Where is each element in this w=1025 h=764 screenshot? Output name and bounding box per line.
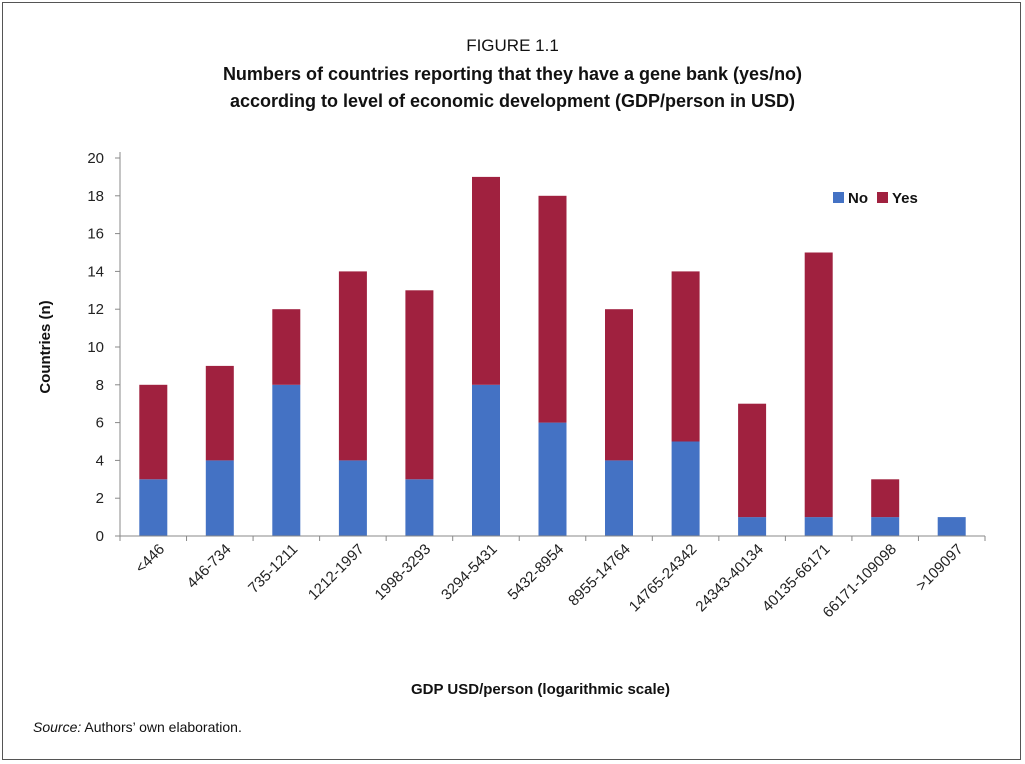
x-axis-title: GDP USD/person (logarithmic scale)	[411, 681, 670, 698]
y-tick-label-2: 4	[96, 452, 104, 469]
legend-label-no: No	[848, 190, 868, 207]
bars-group	[139, 176, 966, 536]
bar-yes-11	[871, 479, 900, 518]
y-tick-label-7: 14	[87, 263, 104, 280]
y-tick-label-8: 16	[87, 226, 104, 243]
bar-yes-9	[738, 403, 767, 518]
bar-yes-3	[338, 271, 367, 461]
legend-swatch-no	[833, 192, 844, 203]
bar-no-9	[738, 517, 767, 536]
y-tick-label-3: 6	[96, 415, 104, 432]
x-tick-label-10: 40135-66171	[759, 541, 834, 616]
bar-no-1	[205, 460, 234, 536]
bar-yes-8	[671, 271, 700, 442]
y-tick-label-1: 2	[96, 490, 104, 507]
bar-yes-6	[538, 195, 567, 423]
legend: No Yes	[833, 190, 918, 207]
source-note: Source: Authors’ own elaboration.	[33, 719, 242, 735]
y-tick-label-5: 10	[87, 339, 104, 356]
bar-no-10	[804, 517, 833, 536]
bar-no-12	[937, 517, 966, 536]
source-text: Authors’ own elaboration.	[81, 719, 242, 735]
y-tick-label-10: 20	[87, 150, 104, 167]
bar-yes-1	[205, 365, 234, 461]
y-tick-label-6: 12	[87, 301, 104, 318]
x-tick-label-12: >109097	[913, 541, 967, 595]
x-tick-label-0: <446	[132, 541, 168, 577]
bar-yes-0	[139, 384, 168, 480]
x-tick-label-6: 5432-8954	[505, 541, 568, 604]
chart-title-line-2: according to level of economic developme…	[229, 91, 796, 111]
bar-yes-7	[605, 309, 633, 461]
x-tick-label-8: 14765-24342	[626, 541, 701, 616]
x-tick-label-1: 446-734	[184, 541, 235, 592]
chart-title-line-1: Numbers of countries reporting that they…	[222, 64, 803, 84]
x-tick-label-5: 3294-5431	[438, 541, 501, 604]
x-tick-label-7: 8955-14764	[565, 541, 634, 610]
bar-yes-5	[472, 176, 500, 385]
bar-no-11	[871, 517, 900, 536]
legend-label-yes: Yes	[892, 190, 918, 207]
x-tick-label-3: 1212-1997	[305, 541, 368, 604]
bar-no-0	[139, 479, 168, 536]
y-tick-label-0: 0	[96, 528, 104, 545]
bar-no-7	[605, 460, 633, 536]
bar-yes-2	[272, 309, 301, 385]
bar-no-5	[472, 384, 500, 536]
figure-label: FIGURE 1.1	[466, 36, 559, 55]
x-tick-label-2: 735-1211	[245, 541, 301, 597]
bar-no-8	[671, 441, 700, 536]
legend-swatch-yes	[877, 192, 888, 203]
y-tick-label-4: 8	[96, 377, 104, 394]
x-tick-label-4: 1998-3293	[372, 541, 435, 604]
bar-yes-4	[405, 290, 434, 480]
bar-no-3	[338, 460, 367, 536]
bar-no-4	[405, 479, 434, 536]
source-prefix: Source:	[33, 719, 82, 735]
y-tick-label-9: 18	[87, 188, 104, 205]
bar-no-2	[272, 384, 301, 536]
x-tick-label-9: 24343-40134	[692, 541, 767, 616]
y-axis-title: Countries (n)	[37, 300, 54, 393]
bar-yes-10	[804, 252, 833, 518]
bar-no-6	[538, 422, 567, 536]
